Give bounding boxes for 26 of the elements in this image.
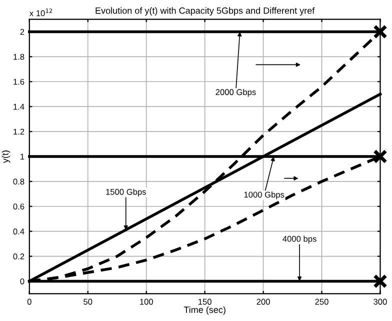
x-tick-label: 0 [27, 298, 32, 305]
x-tick-label: 300 [374, 298, 387, 305]
annotation: 2000 Gbps [216, 88, 256, 97]
y-tick-label: 1.6 [14, 78, 24, 85]
y-tick-label: 1.2 [14, 128, 24, 135]
y-tick-label: 0.6 [13, 204, 24, 210]
x-tick-label: 150 [198, 298, 212, 305]
x-tick-label: 50 [84, 298, 92, 305]
y-tick-label: 2 [20, 28, 24, 35]
y-tick-label: 1.8 [14, 54, 24, 60]
y-tick-label: 0 [20, 278, 24, 284]
y-tick-label: 1 [20, 154, 24, 160]
annotation: 1500 Gbps [106, 188, 146, 196]
y-axis-title: y(t) [2, 150, 10, 163]
y-tick-label: 0.2 [13, 253, 24, 260]
chart-title: Evolution of y(t) with Capacity 5Gbps and Different yref [96, 7, 315, 16]
x-tick-label: 250 [315, 298, 328, 305]
x-axis-title: Time (sec) [184, 306, 226, 315]
y-tick-label: 0.8 [13, 178, 24, 185]
annotation: 4000 bps [282, 236, 316, 244]
annotation: 1000 Gbps [244, 191, 284, 200]
y-tick-label: 0.4 [13, 228, 24, 234]
x-tick-label: 100 [140, 298, 153, 305]
text: x 10$^{12}$ [29, 8, 52, 16]
y-tick-label: 1.4 [14, 104, 24, 110]
x-tick-label: 200 [256, 298, 270, 305]
